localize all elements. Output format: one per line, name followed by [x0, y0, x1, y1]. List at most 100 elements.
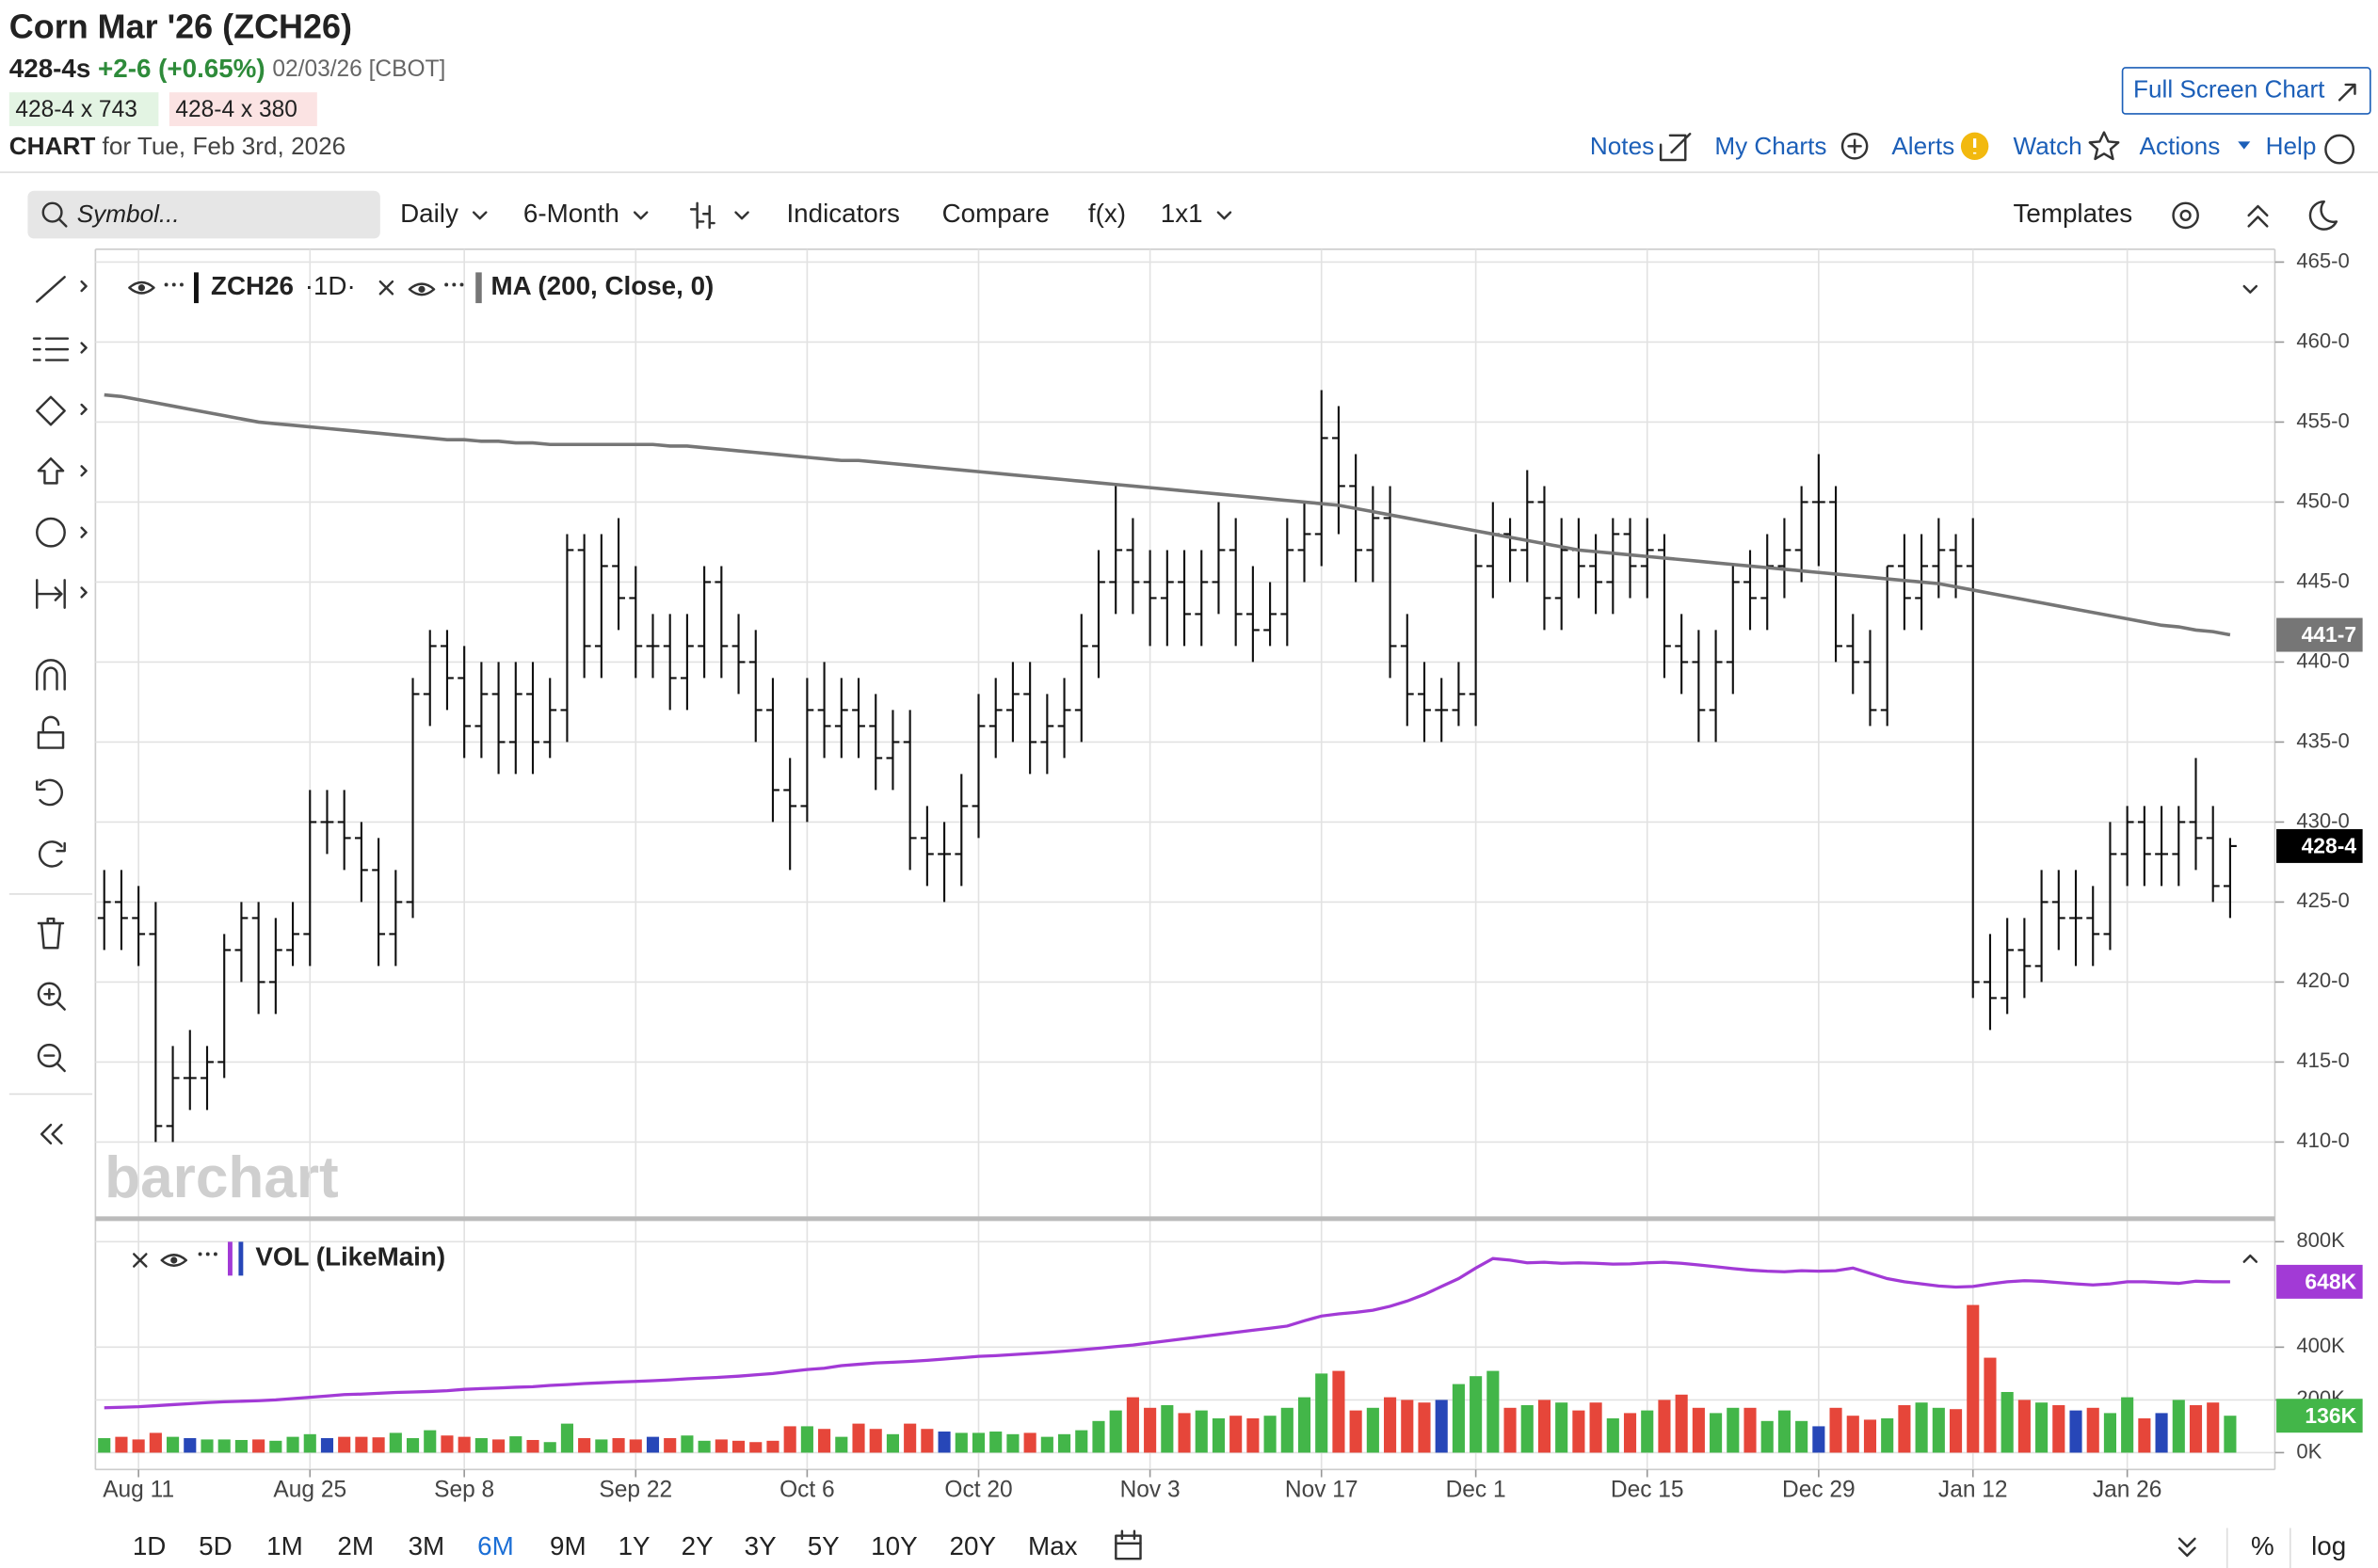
nav-item[interactable]: Help: [2266, 132, 2317, 160]
dots[interactable]: [198, 1252, 202, 1256]
range-button[interactable]: Max: [1028, 1531, 1078, 1560]
x-tick-label: Sep 22: [599, 1478, 672, 1503]
templates[interactable]: Templates: [2014, 199, 2133, 228]
last-value-label: 441-7: [2302, 622, 2357, 647]
log-scale[interactable]: log: [2311, 1531, 2346, 1560]
legend-caret[interactable]: [2242, 284, 2258, 294]
calendar[interactable]: [1115, 1529, 1142, 1560]
range-button[interactable]: 20Y: [950, 1531, 996, 1560]
percent-scale[interactable]: %: [2251, 1531, 2274, 1560]
range-button[interactable]: 2Y: [682, 1531, 714, 1560]
toolbar-item[interactable]: 1x1: [1161, 199, 1203, 228]
volume-bar: [1418, 1402, 1431, 1453]
actions-caret: [2238, 141, 2251, 150]
nav-item[interactable]: Actions: [2140, 132, 2221, 160]
remove-icon[interactable]: [378, 280, 394, 296]
volume-bar: [372, 1437, 385, 1453]
tool-redo[interactable]: [38, 840, 66, 868]
legend-volume: VOL (LikeMain): [255, 1242, 445, 1272]
symbol-search[interactable]: Symbol...: [27, 190, 380, 239]
tool-magnet[interactable]: [36, 659, 66, 691]
range-button[interactable]: 1D: [133, 1531, 167, 1560]
tool-lock[interactable]: [37, 715, 65, 749]
tool-undo[interactable]: [36, 778, 64, 807]
toolbar-item[interactable]: Daily: [400, 199, 458, 228]
tool-fib[interactable]: [32, 337, 70, 361]
volume-bar: [1178, 1413, 1191, 1453]
toolbar-item[interactable]: Compare: [942, 199, 1050, 228]
volume-bar: [115, 1436, 128, 1453]
tool-arrow[interactable]: [37, 456, 65, 485]
y-tick-label: 430-0: [2296, 808, 2349, 832]
volume-bar: [1795, 1420, 1808, 1453]
gear-hub: [2179, 209, 2192, 222]
volume-bar: [1280, 1407, 1293, 1453]
nav-item[interactable]: Alerts: [1891, 132, 1954, 160]
volume-bar: [184, 1438, 197, 1453]
toolbar-item[interactable]: 6-Month: [523, 199, 619, 228]
tool-zoom-in[interactable]: [37, 982, 62, 1006]
y-tick-label: 435-0: [2296, 728, 2349, 752]
range-button[interactable]: 1M: [266, 1531, 303, 1560]
nav-item[interactable]: My Charts: [1714, 132, 1826, 160]
volume-bar: [1486, 1370, 1500, 1453]
legend-caret[interactable]: [2242, 1254, 2258, 1263]
eye-icon[interactable]: [160, 1254, 188, 1267]
nav-item[interactable]: Watch: [2014, 132, 2082, 160]
tool-number[interactable]: [36, 517, 66, 548]
quote-line: 428-4s +2-6 (+0.65%) 02/03/26 [CBOT]: [9, 55, 446, 84]
dark-mode-icon[interactable]: [2308, 200, 2338, 231]
volume-bar: [1727, 1407, 1740, 1453]
volume-bar: [2103, 1413, 2116, 1453]
volume-bar: [389, 1432, 402, 1453]
ask-box: [169, 92, 317, 127]
eye-icon[interactable]: [128, 280, 155, 295]
toolbar-item[interactable]: Indicators: [786, 199, 899, 228]
range-button[interactable]: 5D: [199, 1531, 233, 1560]
expand-icon[interactable]: [2177, 1537, 2196, 1558]
dots[interactable]: [164, 282, 169, 287]
last-value-box: [2276, 828, 2363, 863]
toolbar: Daily 6-Month Indicators Compare f(x) 1x1: [400, 199, 1232, 228]
range-button[interactable]: 3Y: [745, 1531, 777, 1560]
volume-bar: [989, 1432, 1003, 1453]
tool-line[interactable]: [36, 276, 66, 303]
full-screen-button[interactable]: Full Screen Chart: [2121, 67, 2371, 115]
toolbar-bar-type[interactable]: [689, 201, 749, 230]
price-change: +2-6 (+0.65%): [98, 55, 265, 84]
bar-type-icon: [689, 201, 715, 230]
volume-bar: [1297, 1397, 1311, 1453]
volume-bar: [1777, 1410, 1791, 1453]
volume-bar: [2121, 1397, 2134, 1453]
volume-bar: [698, 1440, 711, 1453]
volume-bar: [1075, 1430, 1088, 1453]
collapse-icon[interactable]: [2247, 204, 2269, 228]
volume-bar: [1641, 1410, 1654, 1453]
y-tick-label: 425-0: [2296, 888, 2349, 912]
eye-icon[interactable]: [408, 282, 436, 296]
tool-delete[interactable]: [37, 917, 65, 950]
range-button[interactable]: 9M: [550, 1531, 586, 1560]
range-button[interactable]: 10Y: [871, 1531, 917, 1560]
tool-zoom-out[interactable]: [37, 1043, 62, 1068]
range-button[interactable]: 1Y: [619, 1531, 651, 1560]
range-button[interactable]: 3M: [409, 1531, 445, 1560]
remove-icon[interactable]: [133, 1253, 148, 1268]
volume-bar: [509, 1436, 522, 1453]
range-button[interactable]: 5Y: [808, 1531, 840, 1560]
volume-bar: [1675, 1394, 1688, 1453]
nav-item[interactable]: Notes: [1590, 132, 1654, 160]
tool-measure[interactable]: [36, 579, 66, 610]
volume-bar: [1126, 1397, 1139, 1453]
settings[interactable]: [2172, 201, 2199, 230]
volume-bar: [852, 1423, 865, 1453]
y-tick-label: 455-0: [2296, 408, 2349, 432]
tools-collapse[interactable]: [40, 1123, 63, 1144]
range-button[interactable]: 2M: [337, 1531, 374, 1560]
range-button[interactable]: 6M: [477, 1531, 514, 1560]
dots[interactable]: [444, 282, 449, 287]
tool-shape[interactable]: [36, 395, 66, 426]
toolbar-item[interactable]: f(x): [1088, 199, 1126, 228]
volume-bar: [1023, 1432, 1036, 1453]
volume-bar: [972, 1432, 986, 1453]
